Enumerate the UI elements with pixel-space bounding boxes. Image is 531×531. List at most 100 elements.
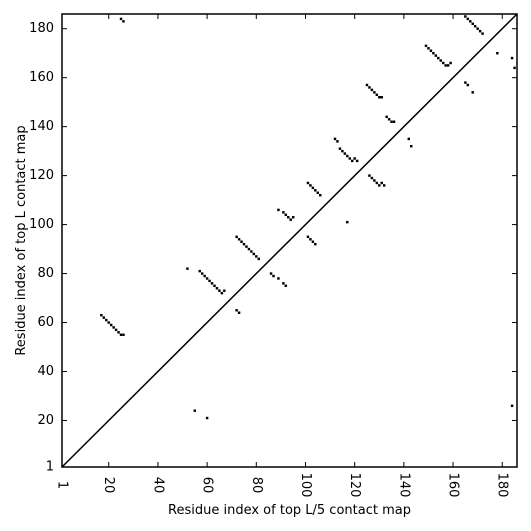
contact-point	[378, 184, 381, 187]
contact-point	[368, 86, 371, 89]
contact-point	[245, 245, 248, 248]
contact-point	[269, 272, 273, 275]
contact-point	[424, 44, 428, 48]
contact-point	[473, 25, 477, 28]
y-tick-label: 100	[29, 217, 54, 232]
y-tick-label: 180	[29, 21, 54, 36]
contact-point	[510, 56, 514, 60]
contact-point	[311, 186, 315, 190]
contact-point	[223, 289, 226, 292]
contact-point	[378, 96, 381, 99]
contact-point	[240, 240, 243, 243]
contact-point	[306, 181, 310, 185]
contact-point	[314, 189, 317, 192]
contact-point	[353, 157, 356, 160]
contact-point	[380, 96, 383, 99]
contact-point	[365, 83, 369, 87]
contact-point	[287, 216, 290, 219]
contact-point	[257, 257, 260, 261]
contact-point	[370, 88, 374, 92]
contact-point	[220, 291, 224, 295]
contact-point	[203, 274, 206, 278]
contact-point	[336, 140, 339, 143]
contact-point	[373, 179, 376, 182]
contact-point	[513, 66, 516, 70]
contact-point	[471, 22, 474, 26]
contact-point	[213, 284, 216, 288]
contact-point	[471, 91, 474, 94]
contact-point	[112, 326, 115, 329]
y-axis-label: Residue index of top L contact map	[14, 125, 29, 355]
x-tick-label: 140	[396, 473, 411, 498]
contact-point	[309, 184, 312, 187]
contact-point	[272, 274, 275, 278]
y-tick-label: 20	[37, 413, 54, 428]
y-tick-label: 40	[37, 364, 54, 379]
x-tick-label: 120	[347, 473, 362, 498]
y-tick-label: 140	[29, 119, 54, 134]
diagonal-line	[61, 13, 518, 468]
contact-point	[200, 272, 204, 275]
contact-point	[343, 152, 347, 155]
contact-point	[385, 115, 388, 119]
contact-point	[464, 15, 467, 18]
contact-point	[355, 159, 359, 163]
contact-point	[242, 242, 246, 246]
contact-point	[510, 404, 514, 408]
contact-point	[282, 211, 285, 214]
contact-point	[444, 64, 447, 67]
contact-point	[341, 149, 344, 153]
y-tick-label: 80	[37, 266, 54, 281]
contact-point	[109, 323, 113, 327]
contact-point	[333, 137, 337, 141]
contact-point	[114, 328, 118, 332]
x-tick-label: 100	[298, 473, 313, 498]
contact-point	[311, 240, 315, 243]
contact-point	[496, 51, 499, 55]
contact-point	[107, 321, 110, 324]
contact-point	[235, 309, 238, 312]
contact-point	[119, 333, 123, 336]
contact-point	[235, 235, 238, 239]
contact-point	[289, 218, 292, 221]
contact-point	[338, 147, 342, 150]
x-tick-label: 40	[150, 477, 165, 494]
contact-point	[277, 277, 280, 280]
contact-point	[282, 282, 285, 285]
contact-point	[350, 159, 354, 163]
contact-point	[205, 277, 209, 280]
contact-point	[390, 120, 393, 123]
x-axis-ticks: 1 20 40 60 80 100 120 140 160 180	[55, 14, 510, 497]
y-tick-label: 1	[46, 460, 54, 475]
contact-point	[434, 54, 438, 57]
contact-point	[432, 51, 435, 55]
contact-point	[481, 32, 484, 35]
contact-point	[237, 311, 241, 314]
contact-point	[215, 287, 219, 290]
contact-point	[277, 208, 280, 212]
contact-point	[193, 409, 197, 412]
contact-point	[186, 267, 189, 270]
contact-point	[119, 17, 123, 21]
contact-point	[380, 181, 383, 185]
contact-point	[284, 213, 288, 217]
contact-point	[208, 279, 211, 283]
contact-point	[407, 137, 411, 141]
x-tick-label: 60	[200, 477, 215, 494]
contact-point	[255, 255, 258, 258]
contact-point	[469, 20, 472, 23]
plot-frame	[61, 13, 518, 468]
contact-point	[306, 235, 310, 239]
contact-point	[210, 282, 214, 285]
contact-point	[291, 216, 295, 219]
contact-point	[314, 242, 317, 246]
contact-point	[478, 29, 482, 33]
contact-point	[252, 252, 256, 256]
contact-point	[319, 193, 322, 197]
x-tick-label: 80	[249, 477, 264, 494]
contact-point	[370, 176, 374, 180]
contact-point	[446, 64, 450, 67]
contact-point	[439, 59, 442, 62]
